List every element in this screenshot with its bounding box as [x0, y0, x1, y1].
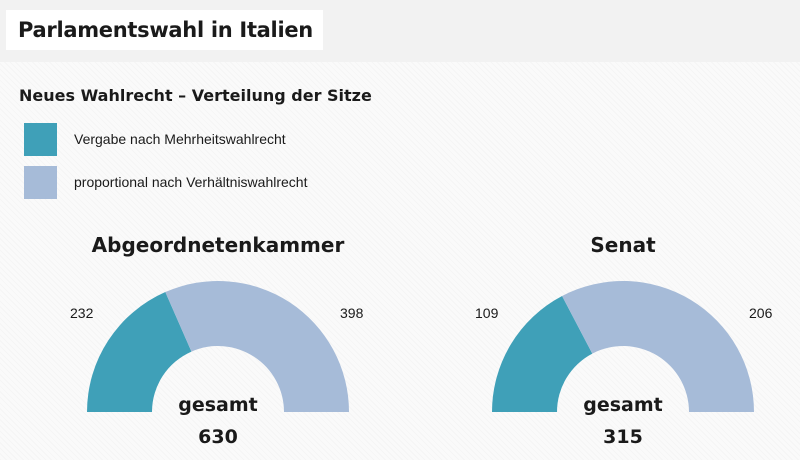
chart-abgeordnetenkammer: Abgeordnetenkammer 232 398 gesamt 630 [68, 225, 368, 455]
legend-label-majority: Vergabe nach Mehrheitswahlrecht [74, 131, 286, 147]
legend-label-proportional: proportional nach Verhältniswahlrecht [74, 174, 308, 190]
semicircle-chart [492, 281, 754, 412]
chart-title: Senat [590, 233, 656, 257]
value-label-majority: 232 [70, 305, 94, 321]
value-label-majority: 109 [475, 305, 499, 321]
chart-title: Abgeordnetenkammer [91, 233, 345, 257]
semicircle-chart [87, 281, 349, 412]
legend-swatch-proportional [24, 165, 57, 199]
segment-proportional [562, 281, 754, 412]
page-title: Parlamentswahl in Italien [6, 10, 323, 50]
total-value: 630 [198, 426, 238, 448]
total-label: gesamt [583, 394, 663, 416]
value-label-proportional: 398 [340, 305, 364, 321]
chart-senat: Senat 109 206 gesamt 315 [473, 225, 773, 455]
segment-majority [492, 296, 593, 412]
segment-majority [87, 292, 192, 412]
total-label: gesamt [178, 394, 258, 416]
legend-swatch-majority [24, 122, 57, 156]
total-value: 315 [603, 426, 643, 448]
value-label-proportional: 206 [749, 305, 773, 321]
chart-subtitle: Neues Wahlrecht – Verteilung der Sitze [19, 86, 372, 105]
segment-proportional [165, 281, 349, 412]
legend-item-majority: Vergabe nach Mehrheitswahlrecht [24, 122, 286, 156]
legend-item-proportional: proportional nach Verhältniswahlrecht [24, 165, 307, 199]
